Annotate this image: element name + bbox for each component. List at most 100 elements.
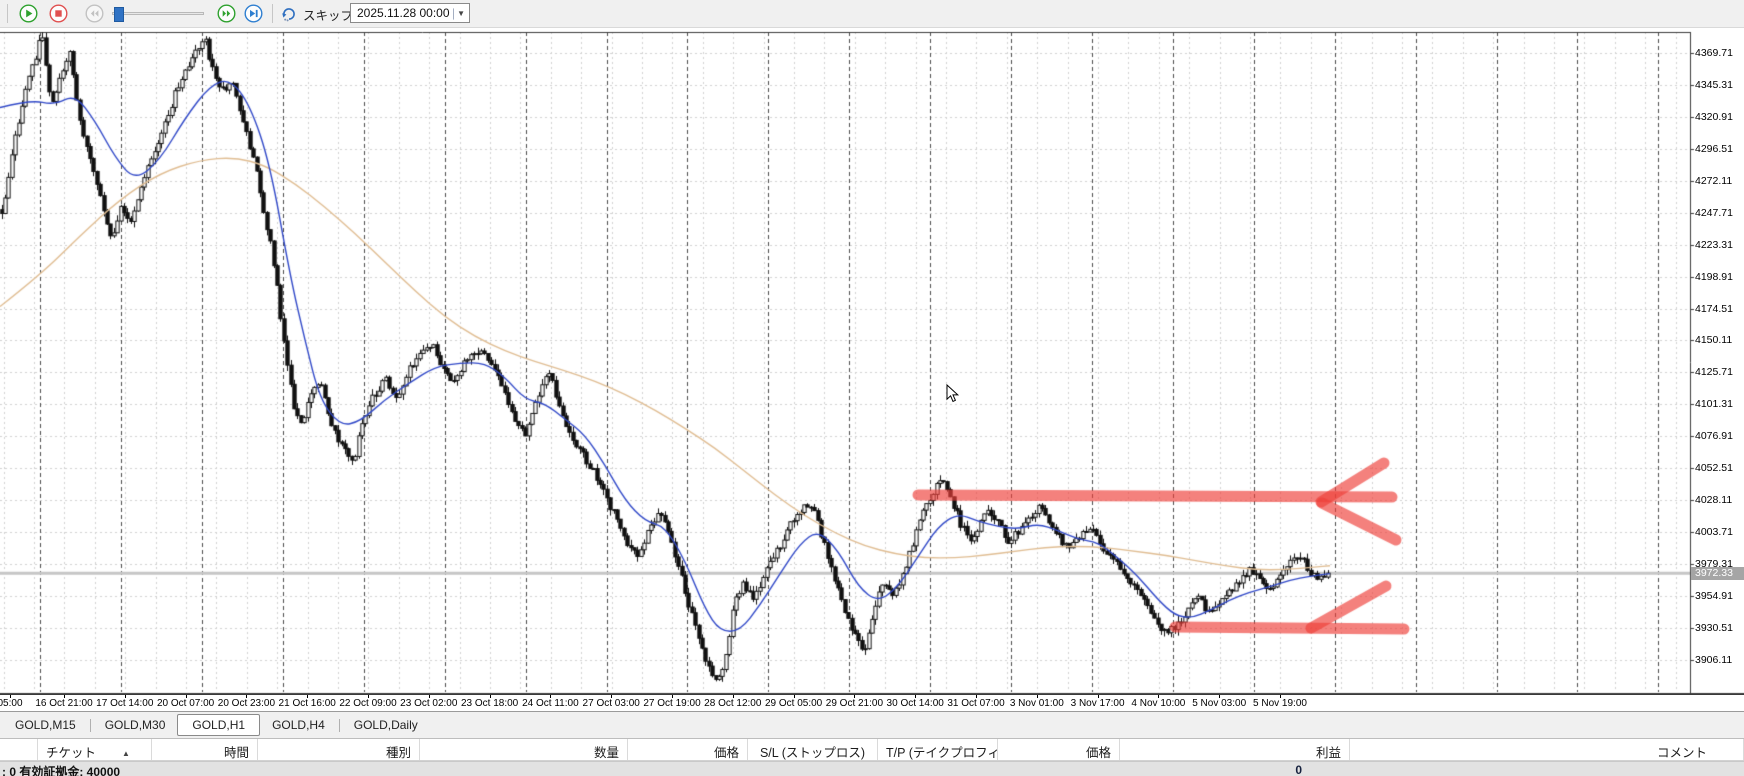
table-header-cell[interactable]: 種別 <box>258 739 420 760</box>
time-tick-mark <box>550 695 552 698</box>
rewind-button[interactable] <box>85 4 104 23</box>
table-header-cell[interactable]: チケット ▲ <box>38 739 152 760</box>
time-tick-mark <box>793 695 795 698</box>
skip-button[interactable]: スキップ <box>280 3 353 25</box>
table-header-cell[interactable]: コメント <box>1350 739 1744 760</box>
table-header-cell[interactable]: T/P (テイクプロフィット) <box>878 739 998 760</box>
stop-button[interactable] <box>49 4 68 23</box>
price-tick-label: 4125.71 <box>1695 366 1733 379</box>
time-tick-mark <box>1280 695 1281 698</box>
table-header-cell[interactable]: 利益 <box>1120 739 1350 760</box>
current-price-label: 3972.33 <box>1691 567 1744 580</box>
stop-icon <box>55 10 62 17</box>
date-input[interactable]: 2025.11.28 00:00 ▼ <box>350 3 470 23</box>
rewind-icon <box>90 10 95 17</box>
time-tick-mark <box>307 695 309 698</box>
date-value: 2025.11.28 00:00 <box>357 6 450 20</box>
replay-icon <box>282 8 295 22</box>
price-tick-label: 4174.51 <box>1695 302 1733 315</box>
time-tick-mark <box>428 695 430 698</box>
price-tick-label: 4028.11 <box>1695 494 1733 507</box>
table-header-cell[interactable] <box>0 739 38 760</box>
skip-to-end-button[interactable] <box>244 4 263 23</box>
sort-ascending-icon: ▲ <box>122 749 130 758</box>
time-tick-label: 28 Oct 12:00 <box>704 698 762 709</box>
chart-tab-bar: GOLD,M15 GOLD,M30 GOLD,H1 GOLD,H4 GOLD,Daily <box>0 712 1744 738</box>
time-tick-label: 29 Oct 21:00 <box>825 698 884 709</box>
price-tick-label: 4247.71 <box>1695 206 1733 219</box>
price-tick-label: 4101.31 <box>1695 398 1733 411</box>
table-header-cell[interactable]: 価格 <box>998 739 1120 760</box>
table-header-cell[interactable]: 時間 <box>152 739 258 760</box>
price-tick-label: 4076.91 <box>1695 430 1733 443</box>
time-tick-mark <box>672 695 673 698</box>
time-tick-label: 16 Oct 21:00 <box>35 698 93 709</box>
time-tick-label: 5 Nov 03:00 <box>1192 698 1247 709</box>
price-tick-label: 4345.31 <box>1695 78 1733 91</box>
tester-toolbar: スキップ 2025.11.28 00:00 ▼ <box>0 0 1744 28</box>
candlestick-chart-canvas[interactable] <box>0 28 1744 694</box>
time-tick-mark <box>732 695 734 698</box>
time-tick-label: 4 Nov 10:00 <box>1131 698 1186 709</box>
time-tick-mark <box>185 695 187 698</box>
price-tick-label: 4198.91 <box>1695 270 1733 283</box>
time-tick-label: 3 Nov 17:00 <box>1070 698 1125 709</box>
time-tick-label: 17 Oct 14:00 <box>96 698 154 709</box>
time-tick-mark <box>1158 695 1160 698</box>
speed-slider[interactable] <box>112 7 204 22</box>
price-tick-label: 3906.11 <box>1695 653 1733 666</box>
play-button[interactable] <box>19 4 38 23</box>
time-tick-mark <box>1219 695 1221 698</box>
account-status-text: : 0 有効証拠金: 40000 <box>2 765 121 776</box>
toolbar-separator <box>272 4 273 23</box>
time-tick-label: 23 Oct 02:00 <box>400 698 458 709</box>
price-tick-label: 3954.91 <box>1695 589 1733 602</box>
play-icon <box>26 9 33 18</box>
time-tick-mark <box>1036 695 1038 698</box>
price-tick-label: 4052.51 <box>1695 462 1733 475</box>
table-header-cell[interactable]: S/L (ストップロス) <box>748 739 878 760</box>
chart-area[interactable]: 4369.71 4345.31 4320.91 4296.51 4272.11 4247.… <box>0 28 1744 694</box>
time-tick-mark <box>368 695 369 698</box>
price-tick-label: 3930.51 <box>1695 621 1733 634</box>
time-tick-label: 27 Oct 19:00 <box>643 698 701 709</box>
time-tick-mark <box>611 695 613 698</box>
time-tick-label: 31 Oct 07:00 <box>947 698 1005 709</box>
skip-button-label: スキップ <box>303 8 354 23</box>
chart-tab-gold-daily[interactable]: GOLD,Daily <box>353 718 418 732</box>
time-tick-label: 23 Oct 18:00 <box>460 698 519 709</box>
price-tick-label: 4272.11 <box>1695 174 1733 187</box>
price-tick-label: 4369.71 <box>1695 47 1733 59</box>
time-tick-label: 30 Oct 14:00 <box>886 698 944 709</box>
time-tick-label: 22 Oct 09:00 <box>339 698 397 709</box>
chart-tab-gold-m30[interactable]: GOLD,M30 <box>104 718 166 732</box>
time-tick-label: 27 Oct 03:00 <box>582 698 640 709</box>
time-tick-mark <box>64 695 65 698</box>
speed-slider-thumb[interactable] <box>114 7 124 22</box>
time-tick-label: 24 Oct 11:00 <box>522 698 579 709</box>
time-tick-label: 20 Oct 07:00 <box>156 698 215 709</box>
time-tick-label: 21 Oct 16:00 <box>278 698 336 709</box>
time-tick-label: 20 Oct 23:00 <box>217 698 276 709</box>
time-axis[interactable]: 05:00 16 Oct 21:00 17 Oct 14:00 20 Oct 07:0… <box>0 694 1744 712</box>
time-tick-mark <box>915 695 917 698</box>
status-bar: : 0 有効証拠金: 40000 0 <box>0 761 1744 776</box>
time-tick-mark <box>246 695 248 698</box>
table-header-cell[interactable]: 数量 <box>420 739 628 760</box>
price-tick-label: 4150.11 <box>1695 334 1733 347</box>
time-tick-mark <box>976 695 977 698</box>
time-tick-mark <box>124 695 126 698</box>
tab-separator <box>338 718 340 732</box>
chart-tab-gold-h1[interactable]: GOLD,H1 <box>177 714 261 736</box>
skip-to-end-icon <box>250 9 256 18</box>
time-tick-label: 05:00 <box>0 698 23 709</box>
dropdown-arrow-icon[interactable]: ▼ <box>457 8 465 18</box>
table-header-cell[interactable]: 価格 <box>628 739 748 760</box>
chart-tab-gold-m15[interactable]: GOLD,M15 <box>15 718 76 732</box>
time-tick-label: 5 Nov 19:00 <box>1253 698 1307 709</box>
time-tick-label: 3 Nov 01:00 <box>1009 698 1064 709</box>
fast-forward-button[interactable] <box>217 4 236 23</box>
toolbar-separator <box>7 4 8 23</box>
chart-tab-gold-h4[interactable]: GOLD,H4 <box>272 718 325 732</box>
